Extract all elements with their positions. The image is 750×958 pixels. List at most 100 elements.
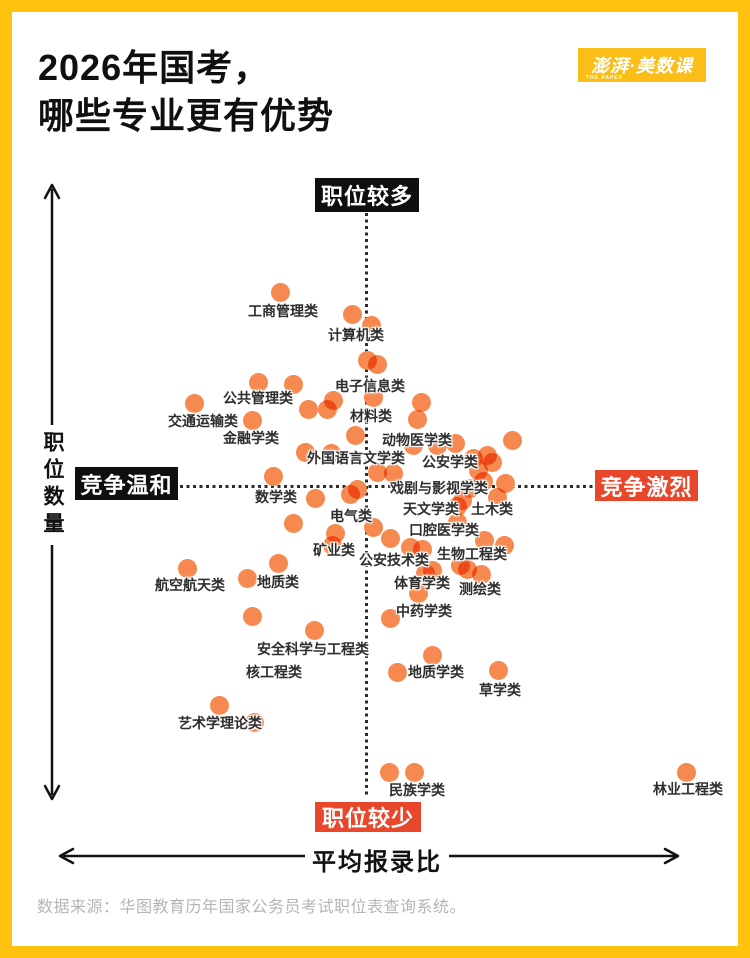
- x-axis-arrow-right-icon: [663, 847, 680, 865]
- data-point: [488, 660, 508, 680]
- data-point: [361, 315, 381, 335]
- data-point: [471, 564, 491, 584]
- y-axis-arrow-down-icon: [43, 784, 61, 801]
- point-label: 中药学类: [396, 603, 452, 619]
- y-axis-title: 职位数量: [37, 425, 67, 545]
- point-label: 安全科学与工程类: [257, 641, 369, 657]
- data-point: [248, 372, 268, 392]
- data-point: [305, 488, 325, 508]
- data-point: [270, 282, 290, 302]
- data-point: [502, 430, 522, 450]
- quadrant-label-fierce-competition: 竞争激烈: [595, 470, 698, 501]
- data-point: [367, 462, 387, 482]
- data-point: [408, 583, 428, 603]
- data-point: [321, 443, 341, 463]
- data-point: [363, 387, 383, 407]
- page-title: 2026年国考， 哪些专业更有优势: [38, 44, 334, 139]
- data-point: [383, 463, 403, 483]
- vertical-dotted-line: [365, 213, 368, 798]
- point-label: 动物医学类: [382, 432, 452, 448]
- data-point: [487, 487, 507, 507]
- data-point: [298, 399, 318, 419]
- scatter-layer: [12, 12, 738, 946]
- point-label: 航空航天类: [155, 577, 225, 593]
- y-axis-arrow-up-icon: [43, 183, 61, 200]
- point-label: 外国语言文学类: [307, 450, 405, 466]
- data-point: [411, 392, 431, 412]
- quadrant-label-fewer-jobs: 职位较少: [315, 802, 421, 832]
- data-point: [342, 304, 362, 324]
- data-point: [380, 528, 400, 548]
- point-label: 生物工程类: [437, 546, 507, 562]
- point-label-layer: 工商管理类 计算机类电子信息类材料类 公共管理类交通运输类 金融学类外国语言文学类 动物…: [12, 12, 738, 946]
- data-point: [676, 762, 696, 782]
- x-axis-title: 平均报录比: [305, 838, 449, 881]
- point-label: 土木类: [471, 501, 513, 517]
- point-label: 艺术学理论类: [178, 715, 262, 731]
- point-label: 电气类: [330, 508, 372, 524]
- point-label: 数学类: [255, 489, 297, 505]
- horizontal-dotted-line: [180, 485, 594, 488]
- data-point: [447, 496, 467, 516]
- page-title-line2: 哪些专业更有优势: [38, 94, 335, 136]
- point-label: 核工程类: [246, 664, 302, 680]
- data-point: [209, 695, 229, 715]
- point-label: 民族学类: [389, 782, 445, 798]
- point-label: 矿业类: [313, 542, 355, 558]
- data-point: [295, 442, 315, 462]
- data-point: [177, 558, 197, 578]
- data-point: [379, 762, 399, 782]
- data-point: [407, 409, 427, 429]
- point-label: 草学类: [479, 682, 521, 698]
- data-point: [237, 568, 257, 588]
- brand-logo-text: 澎湃·美数课: [591, 56, 693, 76]
- data-point: [317, 399, 337, 419]
- point-label: 交通运输类: [168, 413, 238, 429]
- data-point: [244, 712, 264, 732]
- data-point: [422, 645, 442, 665]
- quadrant-label-mild-competition: 竞争温和: [75, 467, 178, 500]
- point-label: 地质学类: [408, 664, 464, 680]
- point-label: 体育学类: [394, 575, 450, 591]
- data-point: [184, 393, 204, 413]
- point-label: 戏剧与影视学类: [390, 480, 488, 496]
- data-point: [242, 410, 262, 430]
- data-point: [367, 354, 387, 374]
- point-label: 电子信息类: [335, 378, 405, 394]
- point-label: 测绘类: [459, 581, 501, 597]
- data-point: [380, 608, 400, 628]
- quadrant-label-more-jobs: 职位较多: [315, 178, 419, 212]
- data-point: [322, 535, 342, 555]
- data-point: [387, 662, 407, 682]
- page-title-line1: 2026年国考，: [38, 47, 271, 88]
- data-point: [304, 620, 324, 640]
- point-label: 公共管理类: [223, 390, 293, 406]
- data-source: 数据来源：华图教育历年国家公务员考试职位表查询系统。: [37, 899, 467, 916]
- data-point: [474, 530, 494, 550]
- data-point: [427, 435, 447, 455]
- point-label: 金融学类: [223, 430, 279, 446]
- data-point: [494, 535, 514, 555]
- brand-logo-subtext: THE PAPER: [586, 75, 624, 81]
- point-label: 工商管理类: [248, 303, 318, 319]
- data-point: [242, 606, 262, 626]
- data-point: [347, 479, 367, 499]
- point-label: 林业工程类: [653, 781, 723, 797]
- point-label: 计算机类: [328, 327, 384, 343]
- x-axis-arrow-left-icon: [58, 847, 75, 865]
- data-point: [345, 425, 365, 445]
- point-label: 公安学类: [422, 454, 478, 470]
- point-label: 公安技术类: [359, 552, 429, 568]
- data-point: [404, 762, 424, 782]
- data-point: [445, 433, 465, 453]
- data-point: [447, 512, 467, 532]
- data-point: [283, 374, 303, 394]
- brand-logo: 澎湃·美数课 THE PAPER: [578, 48, 706, 82]
- point-label: 材料类: [350, 408, 392, 424]
- data-point: [268, 553, 288, 573]
- data-point: [283, 513, 303, 533]
- data-point: [415, 563, 435, 583]
- point-label: 口腔医学类: [409, 522, 479, 538]
- point-label: 天文学类: [403, 501, 459, 517]
